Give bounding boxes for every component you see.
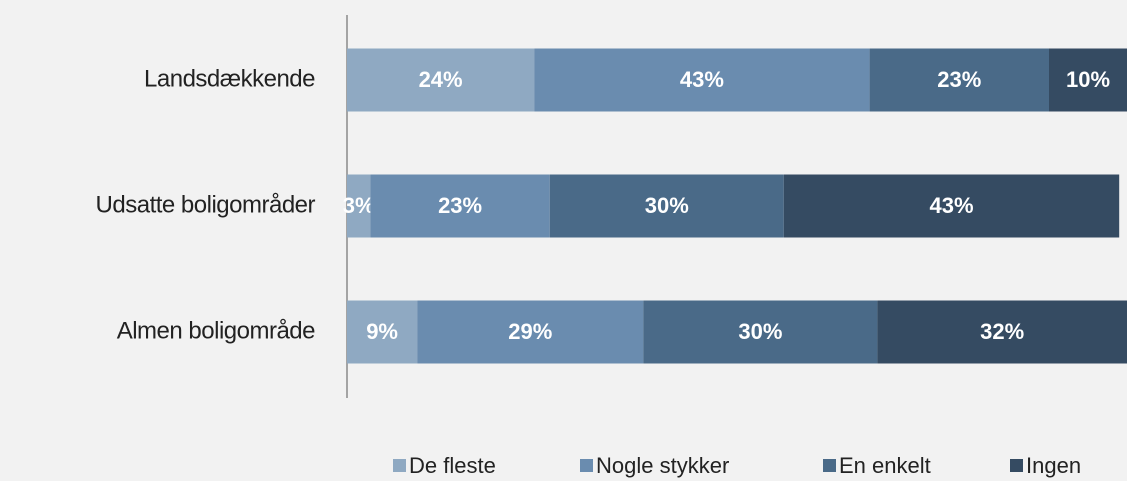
legend-swatch	[580, 459, 593, 472]
data-label: 3%	[343, 193, 375, 218]
data-label: 9%	[366, 319, 398, 344]
bar-segment	[869, 48, 1049, 112]
category-label: Udsatte boligområder	[96, 191, 316, 218]
legend-swatch	[393, 459, 406, 472]
data-label: 30%	[645, 193, 689, 218]
data-label: 32%	[980, 319, 1024, 344]
data-label: 23%	[937, 67, 981, 92]
bar-segment	[643, 300, 878, 364]
data-label: 24%	[419, 67, 463, 92]
bar-segment	[783, 174, 1120, 238]
bar-segment	[1049, 48, 1127, 112]
legend-swatch	[1010, 459, 1023, 472]
bar-segment	[534, 48, 870, 112]
bar-segment	[347, 48, 535, 112]
legend-swatch	[823, 459, 836, 472]
data-label: 43%	[929, 193, 973, 218]
bar-segment	[549, 174, 784, 238]
bar-segment	[347, 300, 418, 364]
bar-segment	[370, 174, 550, 238]
data-label: 23%	[438, 193, 482, 218]
data-label: 29%	[508, 319, 552, 344]
category-label: Almen boligområde	[117, 317, 315, 344]
category-label: Landsdækkende	[144, 65, 315, 92]
data-label: 30%	[738, 319, 782, 344]
legend-label: De fleste	[409, 453, 496, 478]
legend-label: En enkelt	[839, 453, 931, 478]
legend-label: Ingen	[1026, 453, 1081, 478]
bar-segment	[417, 300, 644, 364]
bar-segment	[347, 174, 371, 238]
legend-label: Nogle stykker	[596, 453, 729, 478]
data-label: 43%	[680, 67, 724, 92]
bar-segment	[877, 300, 1127, 364]
data-label: 10%	[1066, 67, 1110, 92]
